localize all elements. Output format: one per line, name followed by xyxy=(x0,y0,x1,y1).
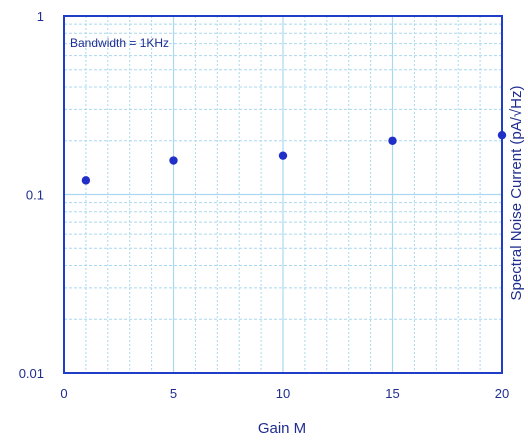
x-tick-label: 5 xyxy=(170,386,177,401)
data-point xyxy=(169,156,178,165)
data-point xyxy=(81,176,91,185)
y-tick-label: 1 xyxy=(37,9,44,24)
y-tick-label: 0.01 xyxy=(19,366,44,381)
x-tick-label: 10 xyxy=(276,386,290,401)
grid xyxy=(64,16,502,373)
x-tick-labels: 0 5 10 15 20 xyxy=(60,386,509,401)
data-point xyxy=(278,151,288,160)
x-tick-label: 0 xyxy=(60,386,67,401)
bandwidth-annotation: Bandwidth = 1KHz xyxy=(70,36,169,50)
x-tick-label: 15 xyxy=(385,386,399,401)
y-tick-labels: 0.01 0.1 1 xyxy=(19,9,44,381)
y-axis-label: Spectral Noise Current (pA/√Hz) xyxy=(508,86,525,301)
data-point xyxy=(388,136,397,145)
x-tick-label: 20 xyxy=(495,386,509,401)
x-axis-label: Gain M xyxy=(258,420,306,437)
data-point xyxy=(497,130,507,140)
y-tick-label: 0.1 xyxy=(26,188,44,203)
data-points xyxy=(81,130,507,185)
plot-frame xyxy=(63,15,503,374)
